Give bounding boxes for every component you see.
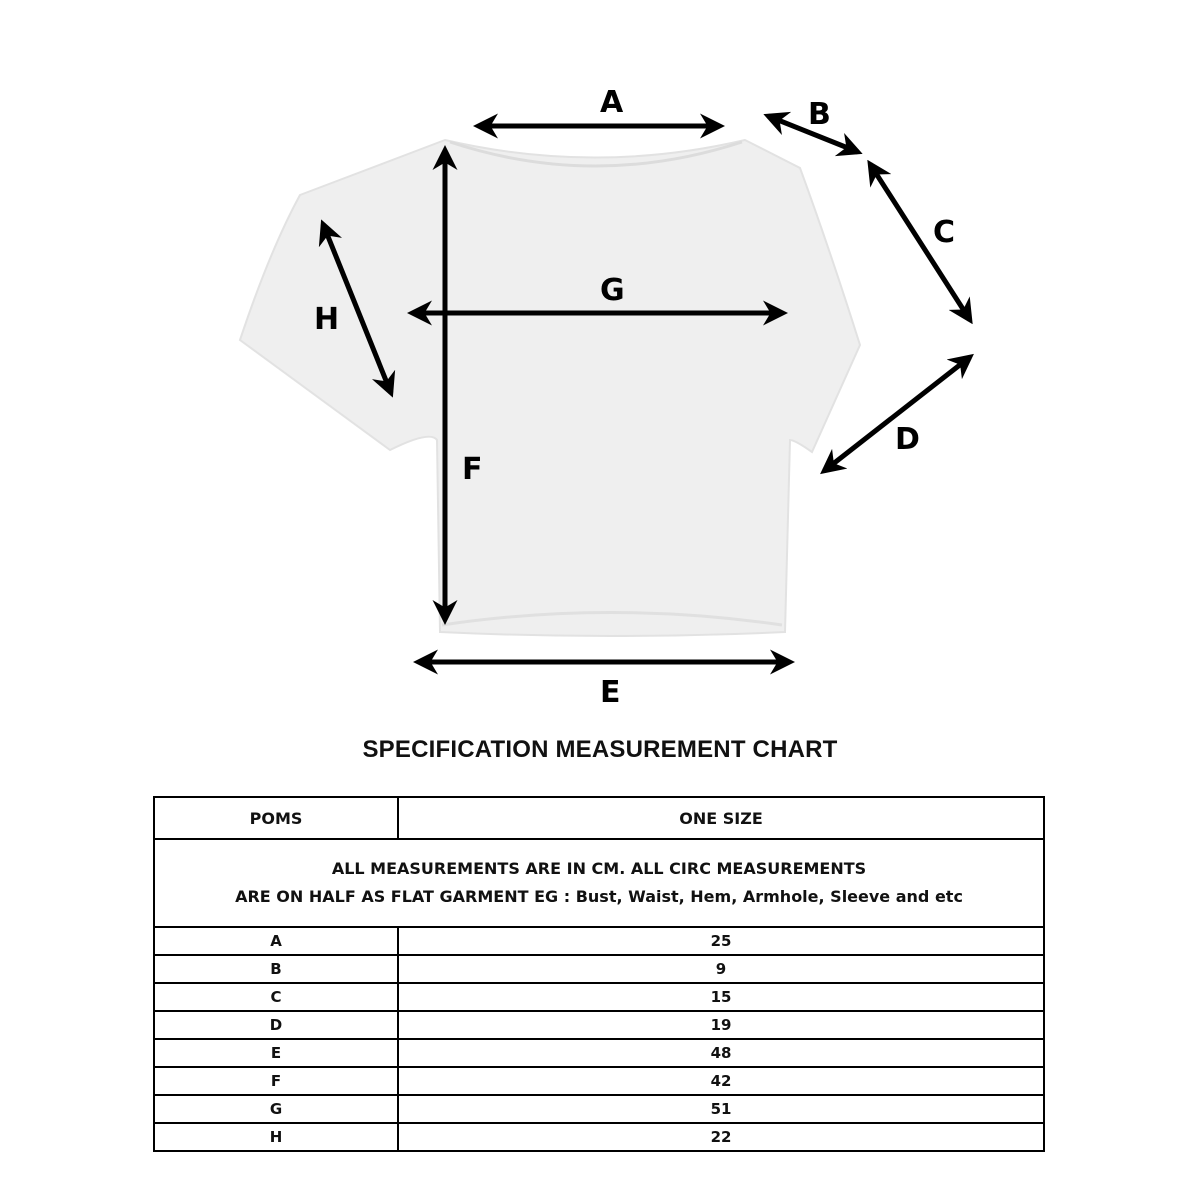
- label-e: E: [600, 675, 621, 710]
- label-d: D: [895, 422, 920, 457]
- label-c: C: [933, 215, 955, 250]
- pom-cell: F: [153, 1066, 399, 1096]
- table-row: H 22: [153, 1122, 1045, 1152]
- pom-cell: C: [153, 982, 399, 1012]
- value-cell: 15: [397, 982, 1045, 1012]
- table-row: C 15: [153, 982, 1045, 1012]
- pom-cell: E: [153, 1038, 399, 1068]
- pom-cell: A: [153, 926, 399, 956]
- table-header-row: POMS ONE SIZE: [153, 796, 1045, 840]
- neckline: [449, 140, 743, 168]
- header-poms: POMS: [153, 796, 399, 840]
- header-one-size: ONE SIZE: [397, 796, 1045, 840]
- value-cell: 51: [397, 1094, 1045, 1124]
- table-row: F 42: [153, 1066, 1045, 1096]
- value-cell: 48: [397, 1038, 1045, 1068]
- arrow-d: [820, 353, 974, 475]
- table-row: A 25: [153, 926, 1045, 956]
- measurement-table: POMS ONE SIZE ALL MEASUREMENTS ARE IN CM…: [153, 796, 1045, 1152]
- pom-cell: H: [153, 1122, 399, 1152]
- arrow-h: [318, 219, 396, 398]
- value-cell: 22: [397, 1122, 1045, 1152]
- value-cell: 19: [397, 1010, 1045, 1040]
- note-line-2: ARE ON HALF AS FLAT GARMENT EG : Bust, W…: [235, 887, 963, 906]
- note-line-1: ALL MEASUREMENTS ARE IN CM. ALL CIRC MEA…: [331, 859, 867, 878]
- pom-cell: D: [153, 1010, 399, 1040]
- table-row: G 51: [153, 1094, 1045, 1124]
- value-cell: 42: [397, 1066, 1045, 1096]
- crop-top-measurement-diagram: A B C D E F G H: [238, 85, 974, 710]
- arrow-b: [763, 111, 863, 157]
- measurement-note: ALL MEASUREMENTS ARE IN CM. ALL CIRC MEA…: [153, 838, 1045, 928]
- label-f: F: [462, 452, 483, 487]
- table-row: E 48: [153, 1038, 1045, 1068]
- label-g: G: [600, 273, 625, 308]
- pom-cell: G: [153, 1094, 399, 1124]
- chart-title: SPECIFICATION MEASUREMENT CHART: [362, 736, 838, 763]
- label-b: B: [808, 97, 831, 132]
- value-cell: 25: [397, 926, 1045, 956]
- pom-cell: B: [153, 954, 399, 984]
- label-a: A: [600, 85, 624, 120]
- crop-top-garment: [238, 138, 862, 637]
- value-cell: 9: [397, 954, 1045, 984]
- label-h: H: [314, 302, 339, 337]
- arrow-c: [867, 159, 973, 325]
- table-row: D 19: [153, 1010, 1045, 1040]
- table-note-row: ALL MEASUREMENTS ARE IN CM. ALL CIRC MEA…: [153, 838, 1045, 928]
- hem-shadow: [441, 611, 783, 627]
